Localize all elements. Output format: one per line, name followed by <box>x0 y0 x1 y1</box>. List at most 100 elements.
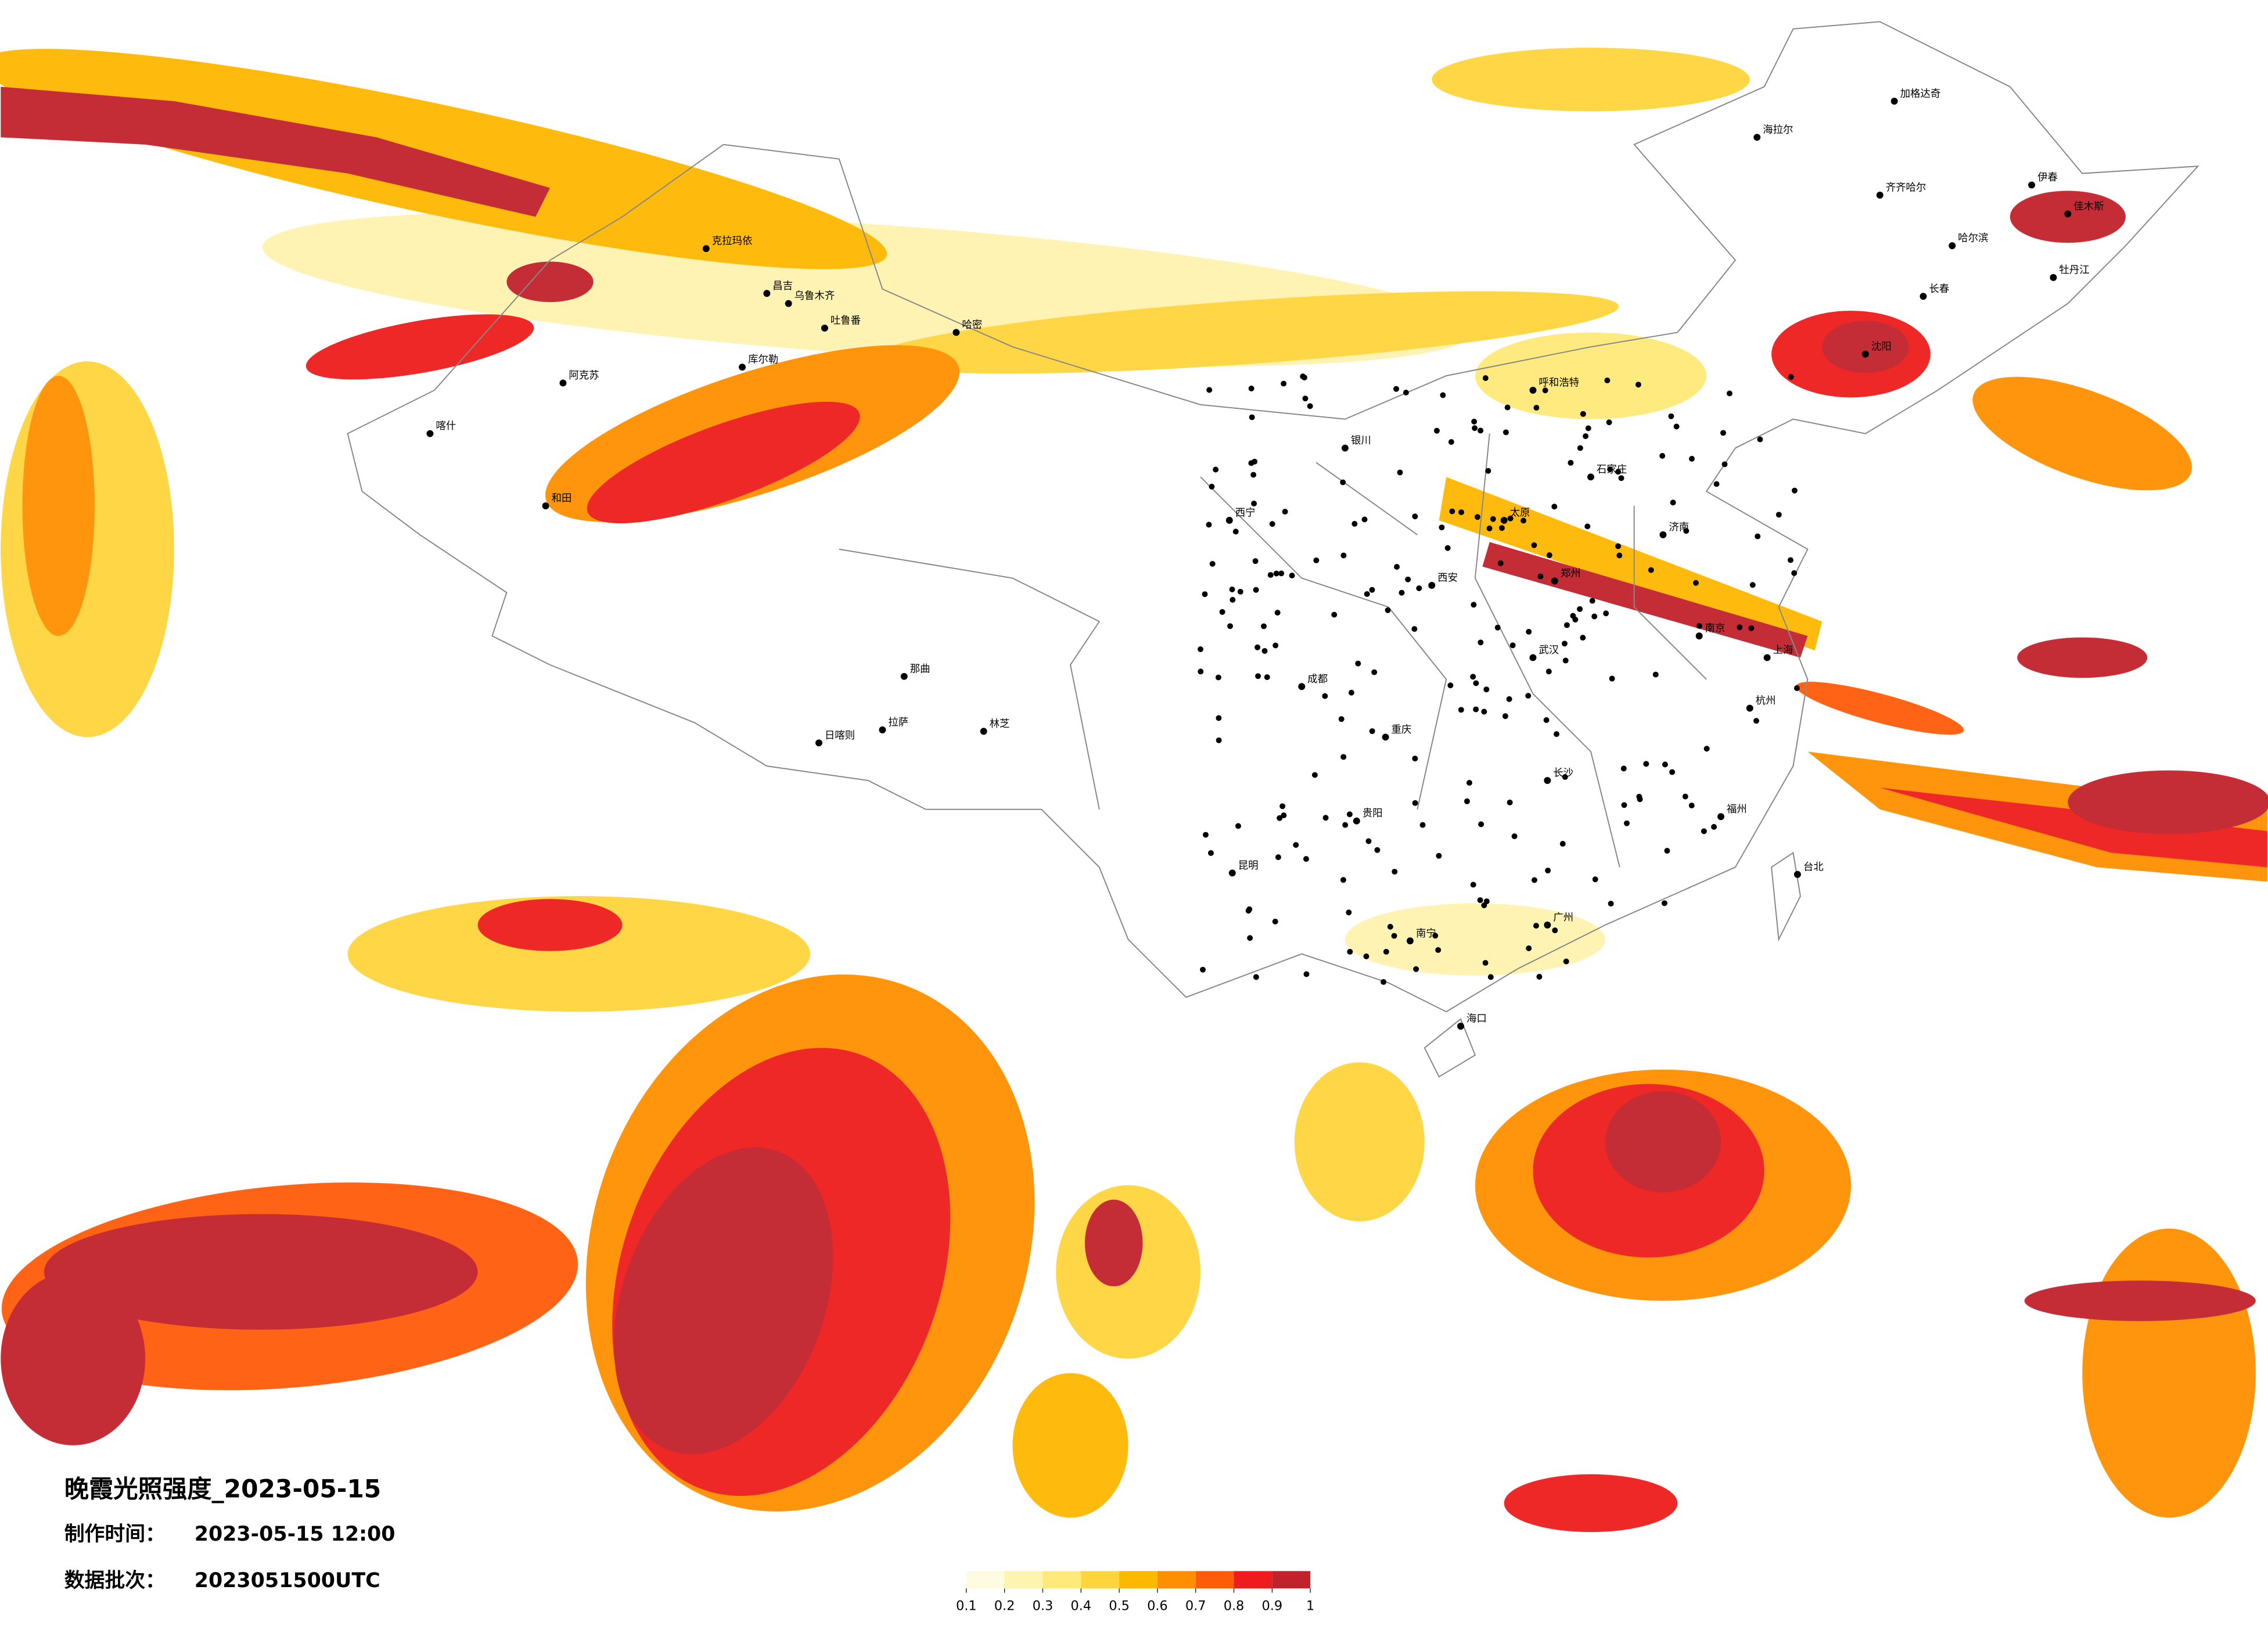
minor-city-dot <box>1235 823 1241 829</box>
city-dot <box>1659 531 1667 538</box>
minor-city-dot <box>1635 382 1641 388</box>
minor-city-dot <box>1255 673 1261 679</box>
city-label: 郑州 <box>1561 568 1581 580</box>
minor-city-dot <box>1481 708 1487 715</box>
minor-city-dot <box>1692 580 1699 586</box>
city-label: 克拉玛依 <box>712 236 753 247</box>
minor-city-dot <box>1584 523 1591 530</box>
minor-city-dot <box>1604 377 1611 384</box>
minor-city-dot <box>1568 459 1574 466</box>
minor-city-dot <box>1580 635 1586 641</box>
minor-city-dot <box>1439 524 1445 531</box>
city-dot <box>763 290 771 297</box>
minor-city-dot <box>1261 623 1267 629</box>
minor-city-dot <box>1606 419 1612 426</box>
minor-city-dot <box>1485 467 1491 474</box>
city-label: 武汉 <box>1539 645 1559 656</box>
minor-city-dot <box>1748 625 1755 631</box>
minor-city-dot <box>1413 966 1419 972</box>
minor-city-dot <box>1554 731 1559 738</box>
minor-city-dot <box>1470 882 1476 888</box>
minor-city-dot <box>1412 800 1418 806</box>
minor-city-dot <box>1545 668 1552 675</box>
colorbar-tick-label: 0.1 <box>956 1599 977 1614</box>
minor-city-dot <box>1486 525 1493 531</box>
minor-city-dot <box>1670 499 1676 506</box>
minor-city-dot <box>1322 693 1328 699</box>
minor-city-dot <box>1577 606 1583 612</box>
minor-city-dot <box>1383 948 1389 955</box>
minor-city-dot <box>1470 674 1476 680</box>
minor-city-dot <box>1440 392 1446 398</box>
minor-city-dot <box>1562 657 1569 664</box>
minor-city-dot <box>1361 516 1368 523</box>
city-dot <box>1695 632 1703 640</box>
minor-city-dot <box>1589 598 1595 604</box>
minor-city-dot <box>1277 815 1283 821</box>
city-label: 阿克苏 <box>569 370 599 382</box>
colorbar-tick-label: 0.6 <box>1147 1599 1168 1614</box>
minor-city-dot <box>1392 869 1398 875</box>
minor-city-dot <box>1545 868 1551 874</box>
minor-city-dot <box>1620 765 1627 772</box>
minor-city-dot <box>1668 413 1674 419</box>
city-dot <box>1753 134 1761 141</box>
minor-city-dot <box>1273 642 1279 649</box>
minor-city-dot <box>1755 533 1761 539</box>
colorbar-swatch <box>1272 1571 1311 1589</box>
minor-city-dot <box>1199 966 1206 973</box>
minor-city-dot <box>1435 947 1442 953</box>
minor-city-dot <box>1385 607 1391 613</box>
minor-city-dot <box>1301 375 1307 381</box>
minor-city-dot <box>1273 570 1279 577</box>
minor-city-dot <box>1552 927 1558 934</box>
city-label: 喀什 <box>436 420 456 432</box>
minor-city-dot <box>1206 387 1213 393</box>
minor-city-dot <box>1688 803 1695 809</box>
minor-city-dot <box>1473 680 1479 686</box>
city-label: 昌吉 <box>772 280 793 292</box>
minor-city-dot <box>1562 774 1568 780</box>
minor-city-dot <box>1272 918 1278 924</box>
minor-city-dot <box>1449 508 1455 515</box>
city-label: 南宁 <box>1416 928 1436 940</box>
minor-city-dot <box>1419 822 1426 828</box>
minor-city-dot <box>1219 609 1225 615</box>
city-label: 齐齐哈尔 <box>1886 182 1926 194</box>
minor-city-dot <box>1483 686 1490 693</box>
city-label: 呼和浩特 <box>1539 377 1579 389</box>
minor-city-dot <box>1711 823 1717 830</box>
minor-city-dot <box>1352 520 1358 527</box>
city-dot <box>1876 192 1884 199</box>
borders <box>347 21 2199 1078</box>
city-dot <box>1428 582 1436 589</box>
minor-city-dot <box>1261 648 1268 654</box>
minor-city-dot <box>1643 761 1649 767</box>
colorbar-swatch <box>1234 1571 1273 1589</box>
colorbar-tick-label: 0.8 <box>1224 1599 1245 1614</box>
city-label: 昆明 <box>1238 860 1259 872</box>
minor-city-dot <box>1482 375 1489 382</box>
city-label: 那曲 <box>910 663 930 675</box>
minor-city-dot <box>1682 793 1688 800</box>
colorbar: 0.1 0.2 0.3 0.4 0.5 0.6 0.7 0.8 0.9 1 <box>956 1571 1314 1614</box>
minor-city-dot <box>1497 560 1504 566</box>
minor-city-dot <box>1381 979 1387 985</box>
city-dot <box>1544 777 1551 784</box>
production-time-value: 2023-05-15 12:00 <box>195 1523 396 1546</box>
city-label: 海拉尔 <box>1763 124 1793 136</box>
minor-city-dot <box>1371 669 1378 675</box>
minor-city-dot <box>1559 841 1566 847</box>
minor-city-dot <box>1664 847 1670 854</box>
city-dot <box>1544 921 1551 929</box>
colorbar-swatch <box>1081 1571 1120 1589</box>
minor-city-dot <box>1227 623 1233 629</box>
minor-city-dot <box>1477 897 1483 904</box>
minor-city-dot <box>1403 390 1409 395</box>
minor-city-dot <box>1444 545 1451 551</box>
city-label: 海口 <box>1467 1013 1487 1025</box>
production-time-label: 制作时间： <box>64 1523 166 1546</box>
colorbar-tick-label: 0.5 <box>1109 1599 1130 1614</box>
